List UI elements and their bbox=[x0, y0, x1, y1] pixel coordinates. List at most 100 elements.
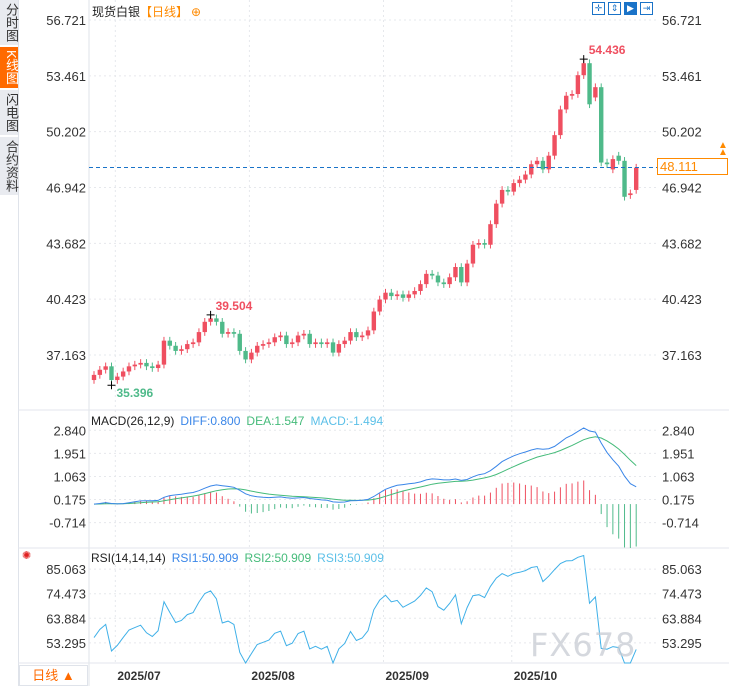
candle bbox=[120, 367, 126, 381]
candle bbox=[214, 314, 219, 326]
candle bbox=[494, 199, 499, 228]
candle bbox=[225, 328, 231, 338]
candle bbox=[144, 359, 149, 371]
candle-body bbox=[587, 63, 592, 105]
candle bbox=[587, 59, 592, 109]
candle-body bbox=[435, 275, 441, 283]
candle bbox=[505, 186, 511, 196]
candle bbox=[190, 338, 196, 348]
candle-body bbox=[593, 87, 598, 98]
tab-flash-chart[interactable]: 闪电图 bbox=[0, 89, 19, 137]
candle-body bbox=[325, 342, 330, 345]
candle bbox=[435, 271, 441, 287]
candle-body bbox=[290, 342, 295, 345]
rsi-settings-icon[interactable]: ✺ bbox=[22, 550, 32, 562]
candle bbox=[115, 372, 120, 384]
candle-body bbox=[97, 369, 103, 375]
period-select-button[interactable]: 日线 ▲ bbox=[19, 665, 88, 686]
y-tick-left: 53.461 bbox=[46, 69, 86, 84]
candle bbox=[552, 131, 557, 160]
macd-legend: MACD(26,12,9) DIFF:0.800 DEA:1.547 MACD:-1.… bbox=[91, 414, 389, 428]
candle bbox=[453, 263, 458, 282]
candle-body bbox=[499, 189, 505, 204]
crosshair-icon[interactable]: ✛ bbox=[592, 2, 605, 15]
y-tick-right: -0.714 bbox=[662, 516, 699, 531]
candle bbox=[249, 348, 254, 364]
candle bbox=[290, 338, 295, 348]
candle bbox=[255, 342, 260, 357]
y-tick-left: 1.951 bbox=[53, 446, 86, 461]
candle bbox=[161, 336, 167, 369]
candle bbox=[540, 157, 546, 174]
candle-body bbox=[336, 344, 342, 353]
candle-body bbox=[295, 335, 301, 343]
instrument-name: 现货白银 bbox=[92, 5, 141, 19]
candle-body bbox=[511, 183, 516, 192]
candle-body bbox=[470, 244, 476, 264]
scroll-up-icon[interactable]: ▲ ▲ bbox=[718, 140, 728, 158]
y-tick-right: 63.884 bbox=[662, 611, 702, 626]
candle-body bbox=[552, 135, 557, 156]
tab-contract-info[interactable]: 合约资料 bbox=[0, 136, 19, 197]
candle-body bbox=[633, 167, 639, 190]
candle-body bbox=[569, 94, 575, 96]
candle bbox=[569, 90, 575, 100]
candle-body bbox=[278, 335, 283, 338]
candle bbox=[354, 328, 359, 341]
candle bbox=[464, 259, 470, 287]
candle-body bbox=[138, 362, 143, 365]
candle bbox=[330, 338, 336, 357]
candle bbox=[365, 326, 371, 340]
candle-body bbox=[365, 330, 371, 336]
candle-body bbox=[400, 294, 406, 298]
y-tick-left: 46.942 bbox=[46, 180, 86, 195]
candle bbox=[266, 338, 272, 348]
candle-body bbox=[284, 335, 289, 345]
candle bbox=[447, 273, 452, 288]
candle bbox=[424, 270, 429, 288]
candle-body bbox=[575, 75, 581, 95]
candle-body bbox=[354, 332, 359, 338]
candle-body bbox=[540, 160, 546, 170]
macd-title: MACD(26,12,9) bbox=[91, 414, 175, 428]
candle bbox=[406, 290, 412, 302]
x-tick-label: 2025/09 bbox=[386, 669, 430, 683]
candle bbox=[132, 360, 138, 371]
candle bbox=[470, 240, 476, 268]
y-tick-left: 85.063 bbox=[46, 562, 86, 577]
candle bbox=[546, 151, 551, 174]
candle bbox=[476, 239, 481, 249]
diff-line bbox=[93, 427, 637, 505]
macd-value: MACD:-1.494 bbox=[310, 414, 384, 428]
candle bbox=[441, 278, 446, 288]
candle bbox=[429, 270, 435, 280]
fit-vertical-icon[interactable]: ⇕ bbox=[608, 2, 621, 15]
candle bbox=[126, 362, 132, 376]
candle-body bbox=[255, 345, 260, 353]
candle bbox=[319, 338, 324, 348]
y-tick-left: 2.840 bbox=[53, 423, 86, 438]
candle bbox=[284, 331, 289, 348]
extreme-label: 35.396 bbox=[116, 386, 153, 400]
tab-kline-chart[interactable]: K线图 bbox=[0, 47, 19, 90]
candle bbox=[155, 360, 161, 372]
candle-body bbox=[272, 337, 277, 343]
candle-body bbox=[534, 160, 540, 165]
y-tick-left: 74.473 bbox=[46, 587, 86, 602]
exit-right-icon[interactable]: ⇥ bbox=[640, 2, 653, 15]
circle-plus-icon[interactable]: ⊕ bbox=[191, 5, 202, 19]
candle-body bbox=[185, 344, 190, 350]
tab-time-chart[interactable]: 分时图 bbox=[0, 0, 19, 47]
candle bbox=[488, 220, 493, 249]
candle-body bbox=[342, 340, 347, 345]
candle-body bbox=[173, 345, 178, 351]
candle bbox=[342, 336, 347, 348]
candle bbox=[604, 158, 610, 169]
candle-body bbox=[494, 203, 499, 225]
candle-body bbox=[604, 162, 610, 165]
candle-body bbox=[196, 332, 202, 343]
candle bbox=[237, 330, 242, 355]
y-tick-left: 56.721 bbox=[46, 13, 86, 28]
play-forward-icon[interactable]: ▶ bbox=[624, 2, 637, 15]
